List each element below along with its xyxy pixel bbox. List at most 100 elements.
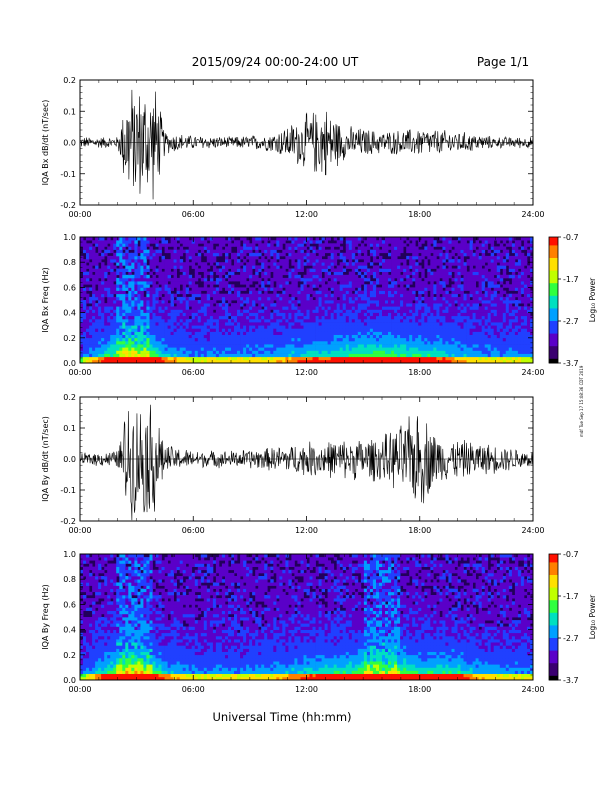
spectrogram-cell — [412, 350, 416, 354]
spectrogram-cell — [167, 337, 171, 342]
spectrogram-cell — [206, 334, 211, 339]
spectrogram-cell — [107, 334, 111, 339]
spectrogram-cell — [197, 290, 202, 295]
spectrogram-cell — [442, 271, 446, 276]
spectrogram-cell — [255, 325, 259, 329]
spectrogram-cell — [270, 356, 274, 361]
spectrogram-cell — [231, 315, 235, 320]
spectrogram-cell — [264, 293, 268, 298]
spectrogram-cell — [430, 350, 434, 354]
spectrogram-cell — [134, 347, 138, 351]
spectrogram-cell — [83, 350, 87, 354]
spectrogram-cell — [412, 309, 416, 313]
spectrogram-cell — [490, 334, 495, 339]
spectrogram-cell — [116, 303, 120, 307]
spectrogram-cell — [445, 325, 449, 329]
spectrogram-cell — [433, 296, 437, 301]
spectrogram-cell — [267, 356, 271, 361]
spectrogram-cell — [282, 268, 286, 272]
spectrogram-cell — [421, 281, 425, 285]
spectrogram-cell — [415, 350, 419, 354]
spectrogram-cell — [225, 325, 229, 329]
spectrogram-cell — [369, 356, 374, 361]
spectrogram-cell — [327, 262, 331, 266]
spectrogram-cell — [487, 312, 492, 317]
spectrogram-cell — [167, 296, 171, 301]
spectrogram-cell — [333, 344, 338, 348]
spectrogram-cell — [200, 277, 205, 282]
spectrogram-cell — [267, 255, 271, 260]
spectrogram-cell — [348, 287, 353, 291]
spectrogram-cell — [119, 306, 123, 310]
spectrogram-cell — [110, 277, 114, 282]
spectrogram-cell — [300, 356, 304, 361]
spectrogram-cell — [122, 259, 126, 263]
spectrogram-cell — [101, 240, 105, 244]
spectrogram-cell — [252, 356, 256, 361]
spectrogram-cell — [276, 274, 280, 279]
spectrogram-cell — [240, 309, 244, 313]
spectrogram-cell — [104, 331, 108, 335]
spectrogram-cell — [86, 340, 90, 345]
spectrogram-cell — [366, 274, 371, 279]
spectrogram-cell — [101, 252, 105, 257]
spectrogram-cell — [113, 259, 117, 263]
spectrogram-cell — [300, 240, 304, 244]
spectrogram-cell — [382, 296, 386, 301]
spectrogram-cell — [98, 350, 102, 354]
spectrogram-cell — [376, 243, 380, 247]
spectrogram-cell — [433, 252, 437, 257]
spectrogram-cell — [264, 265, 268, 269]
spectrogram-cell — [255, 284, 259, 288]
spectrogram-cell — [270, 322, 274, 326]
spectrogram-cell — [209, 359, 214, 364]
spectrogram-cell — [167, 259, 171, 263]
spectrogram-cell — [372, 252, 377, 257]
spectrogram-cell — [128, 284, 132, 288]
spectrogram-cell — [481, 315, 486, 320]
spectrogram-cell — [321, 315, 325, 320]
spectrogram-cell — [113, 306, 117, 310]
spectrogram-cell — [342, 337, 347, 342]
spectrogram-cell — [388, 340, 392, 345]
spectrogram-cell — [143, 359, 147, 364]
spectrogram-cell — [487, 309, 492, 313]
spectrogram-cell — [315, 262, 319, 266]
spectrogram-cell — [436, 252, 440, 257]
spectrogram-cell — [158, 246, 162, 250]
spectrogram-cell — [119, 331, 123, 335]
spectrogram-cell — [140, 359, 144, 364]
spectrogram-cell — [164, 312, 168, 317]
spectrogram-cell — [400, 293, 404, 298]
spectrogram-cell — [357, 277, 362, 282]
spectrogram-cell — [134, 277, 138, 282]
spectrogram-cell — [418, 315, 422, 320]
spectrogram-cell — [107, 328, 111, 332]
spectrogram-cell — [327, 353, 331, 358]
spectrogram-cell — [237, 274, 241, 279]
spectrogram-cell — [143, 259, 147, 263]
spectrogram-cell — [197, 322, 202, 326]
spectrogram-cell — [484, 255, 489, 260]
spectrogram-cell — [273, 265, 277, 269]
spectrogram-cell — [321, 296, 325, 301]
spectrogram-cell — [276, 262, 280, 266]
spectrogram-cell — [321, 252, 325, 257]
spectrogram-cell — [409, 300, 413, 304]
spectrogram-cell — [149, 309, 153, 313]
spectrogram-cell — [312, 252, 316, 257]
spectrogram-cell — [351, 347, 356, 351]
spectrogram-cell — [228, 262, 232, 266]
spectrogram-cell — [385, 271, 389, 276]
spectrogram-cell — [315, 337, 319, 342]
spectrogram-cell — [475, 328, 479, 332]
spectrogram-cell — [191, 249, 196, 254]
spectrogram-cell — [354, 318, 359, 323]
spectrogram-cell — [385, 259, 389, 263]
spectrogram-cell — [164, 290, 168, 295]
spectrogram-cell — [409, 347, 413, 351]
spectrogram-cell — [369, 340, 374, 345]
spectrogram-cell — [134, 243, 138, 247]
spectrogram-cell — [442, 259, 446, 263]
spectrogram-cell — [152, 274, 156, 279]
